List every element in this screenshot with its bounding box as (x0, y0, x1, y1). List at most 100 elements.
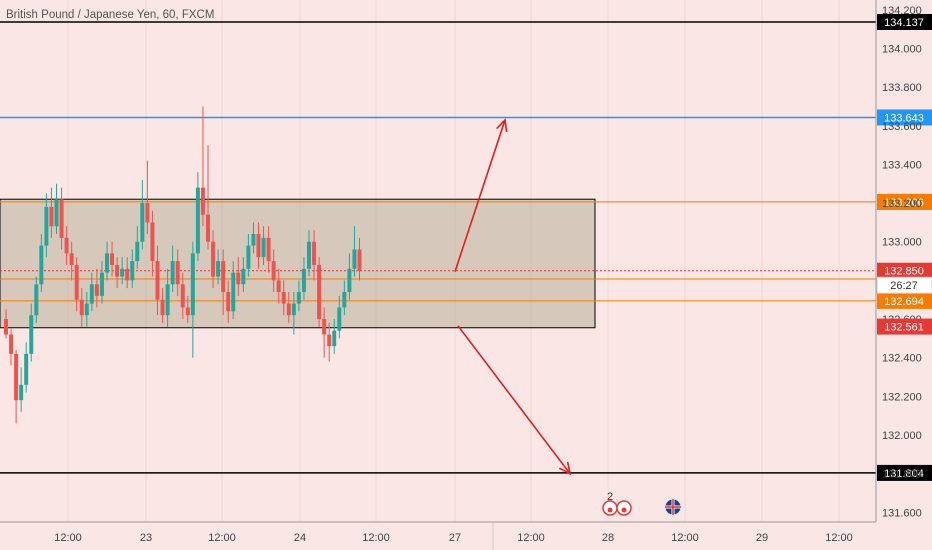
x-tick-label: 27 (449, 532, 461, 544)
line-131804-label: 131.804 (884, 468, 924, 480)
candle (105, 241, 109, 281)
candle (241, 257, 246, 292)
candle (296, 280, 301, 312)
candle (185, 295, 190, 323)
countdown-label: 26:27 (890, 280, 918, 292)
range-box-layer (0, 198, 596, 329)
horizontal-lines-layer (0, 21, 876, 474)
events-marker[interactable]: 2 (602, 491, 632, 516)
candle (246, 234, 251, 277)
y-tick-label: 131.600 (882, 507, 922, 519)
candle (256, 222, 261, 269)
level-label-132561: 132.561 (884, 322, 924, 334)
downside-arrow[interactable] (457, 325, 572, 476)
chart-title: British Pound / Japanese Yen, 60, FXCM (6, 9, 214, 21)
y-tick-label: 134.000 (882, 43, 922, 55)
candle (352, 226, 357, 277)
candle (110, 241, 115, 277)
candle (120, 257, 125, 285)
candles-layer (4, 106, 362, 424)
x-tick-label: 12:00 (362, 532, 390, 544)
candle (94, 268, 99, 308)
line-134137-label-bg (877, 13, 932, 30)
y-tick-label: 132.000 (882, 430, 922, 442)
arrows-layer (454, 118, 572, 476)
line-134137-label: 134.137 (884, 17, 924, 29)
x-tick-label: 12:00 (208, 532, 236, 544)
uk-flag-icon[interactable] (664, 498, 682, 516)
last-price-label-bg (877, 262, 932, 279)
line-133643-label-bg (877, 109, 932, 126)
candle (130, 249, 135, 289)
candle (150, 210, 155, 277)
candle (155, 245, 160, 316)
y-tick-label: 133.200 (882, 198, 922, 210)
line-132694-label: 132.694 (884, 296, 924, 308)
candle (347, 253, 352, 300)
candle (286, 291, 291, 323)
candle (19, 367, 24, 412)
range-box[interactable] (0, 198, 596, 329)
candle (140, 179, 145, 250)
candle (251, 222, 256, 254)
line-133206-label: 133.206 (884, 197, 924, 209)
candle (84, 291, 89, 327)
candle (200, 106, 205, 227)
candle (301, 257, 306, 300)
y-tick-label: 133.400 (882, 159, 922, 171)
candle (64, 226, 69, 265)
candle (276, 268, 281, 304)
x-tick-label: 12:00 (671, 532, 699, 544)
y-tick-label: 132.200 (882, 391, 922, 403)
candle (54, 183, 59, 235)
candle (9, 328, 14, 366)
candle (145, 160, 150, 235)
candle (342, 280, 347, 316)
candle (165, 268, 170, 327)
x-tick-label: 24 (294, 532, 306, 544)
candle (99, 261, 104, 304)
line-133643-label: 133.643 (884, 112, 924, 124)
line-133206-label-bg (877, 193, 932, 210)
events-count: 2 (607, 491, 613, 503)
candle (29, 303, 34, 362)
candle (4, 309, 8, 339)
x-tick-label: 12:00 (517, 532, 545, 544)
candle (170, 245, 175, 292)
candle (357, 237, 362, 281)
y-tick-label: 132.400 (882, 353, 922, 365)
candle (226, 280, 231, 323)
markers-layer: 2 (602, 491, 682, 516)
candle (266, 226, 271, 273)
candle (89, 272, 94, 312)
candle (231, 261, 236, 320)
x-tick-label: 29 (756, 532, 768, 544)
last-price-label: 132.850 (884, 266, 924, 278)
candle (79, 288, 84, 327)
level-label-132561-bg (877, 318, 932, 335)
x-tick-label: 12:00 (54, 532, 82, 544)
candle (39, 234, 44, 292)
x-tick-label: 12:00 (825, 532, 853, 544)
candle (332, 319, 337, 354)
y-tick-label: 133.800 (882, 82, 922, 94)
candle (190, 241, 195, 358)
candle (160, 288, 165, 323)
candle (175, 249, 180, 296)
candle (312, 230, 317, 281)
candle (195, 172, 200, 262)
candle (180, 272, 185, 320)
upside-arrow[interactable] (454, 118, 508, 272)
candle (307, 230, 311, 277)
candle (271, 249, 276, 292)
candle (236, 257, 241, 296)
candle (34, 276, 39, 323)
line-131804-label-bg (877, 464, 932, 481)
candle (135, 226, 140, 269)
x-tick-label: 28 (602, 532, 614, 544)
y-tick-label: 133.000 (882, 237, 922, 249)
candle (74, 257, 79, 312)
candle (317, 257, 322, 327)
